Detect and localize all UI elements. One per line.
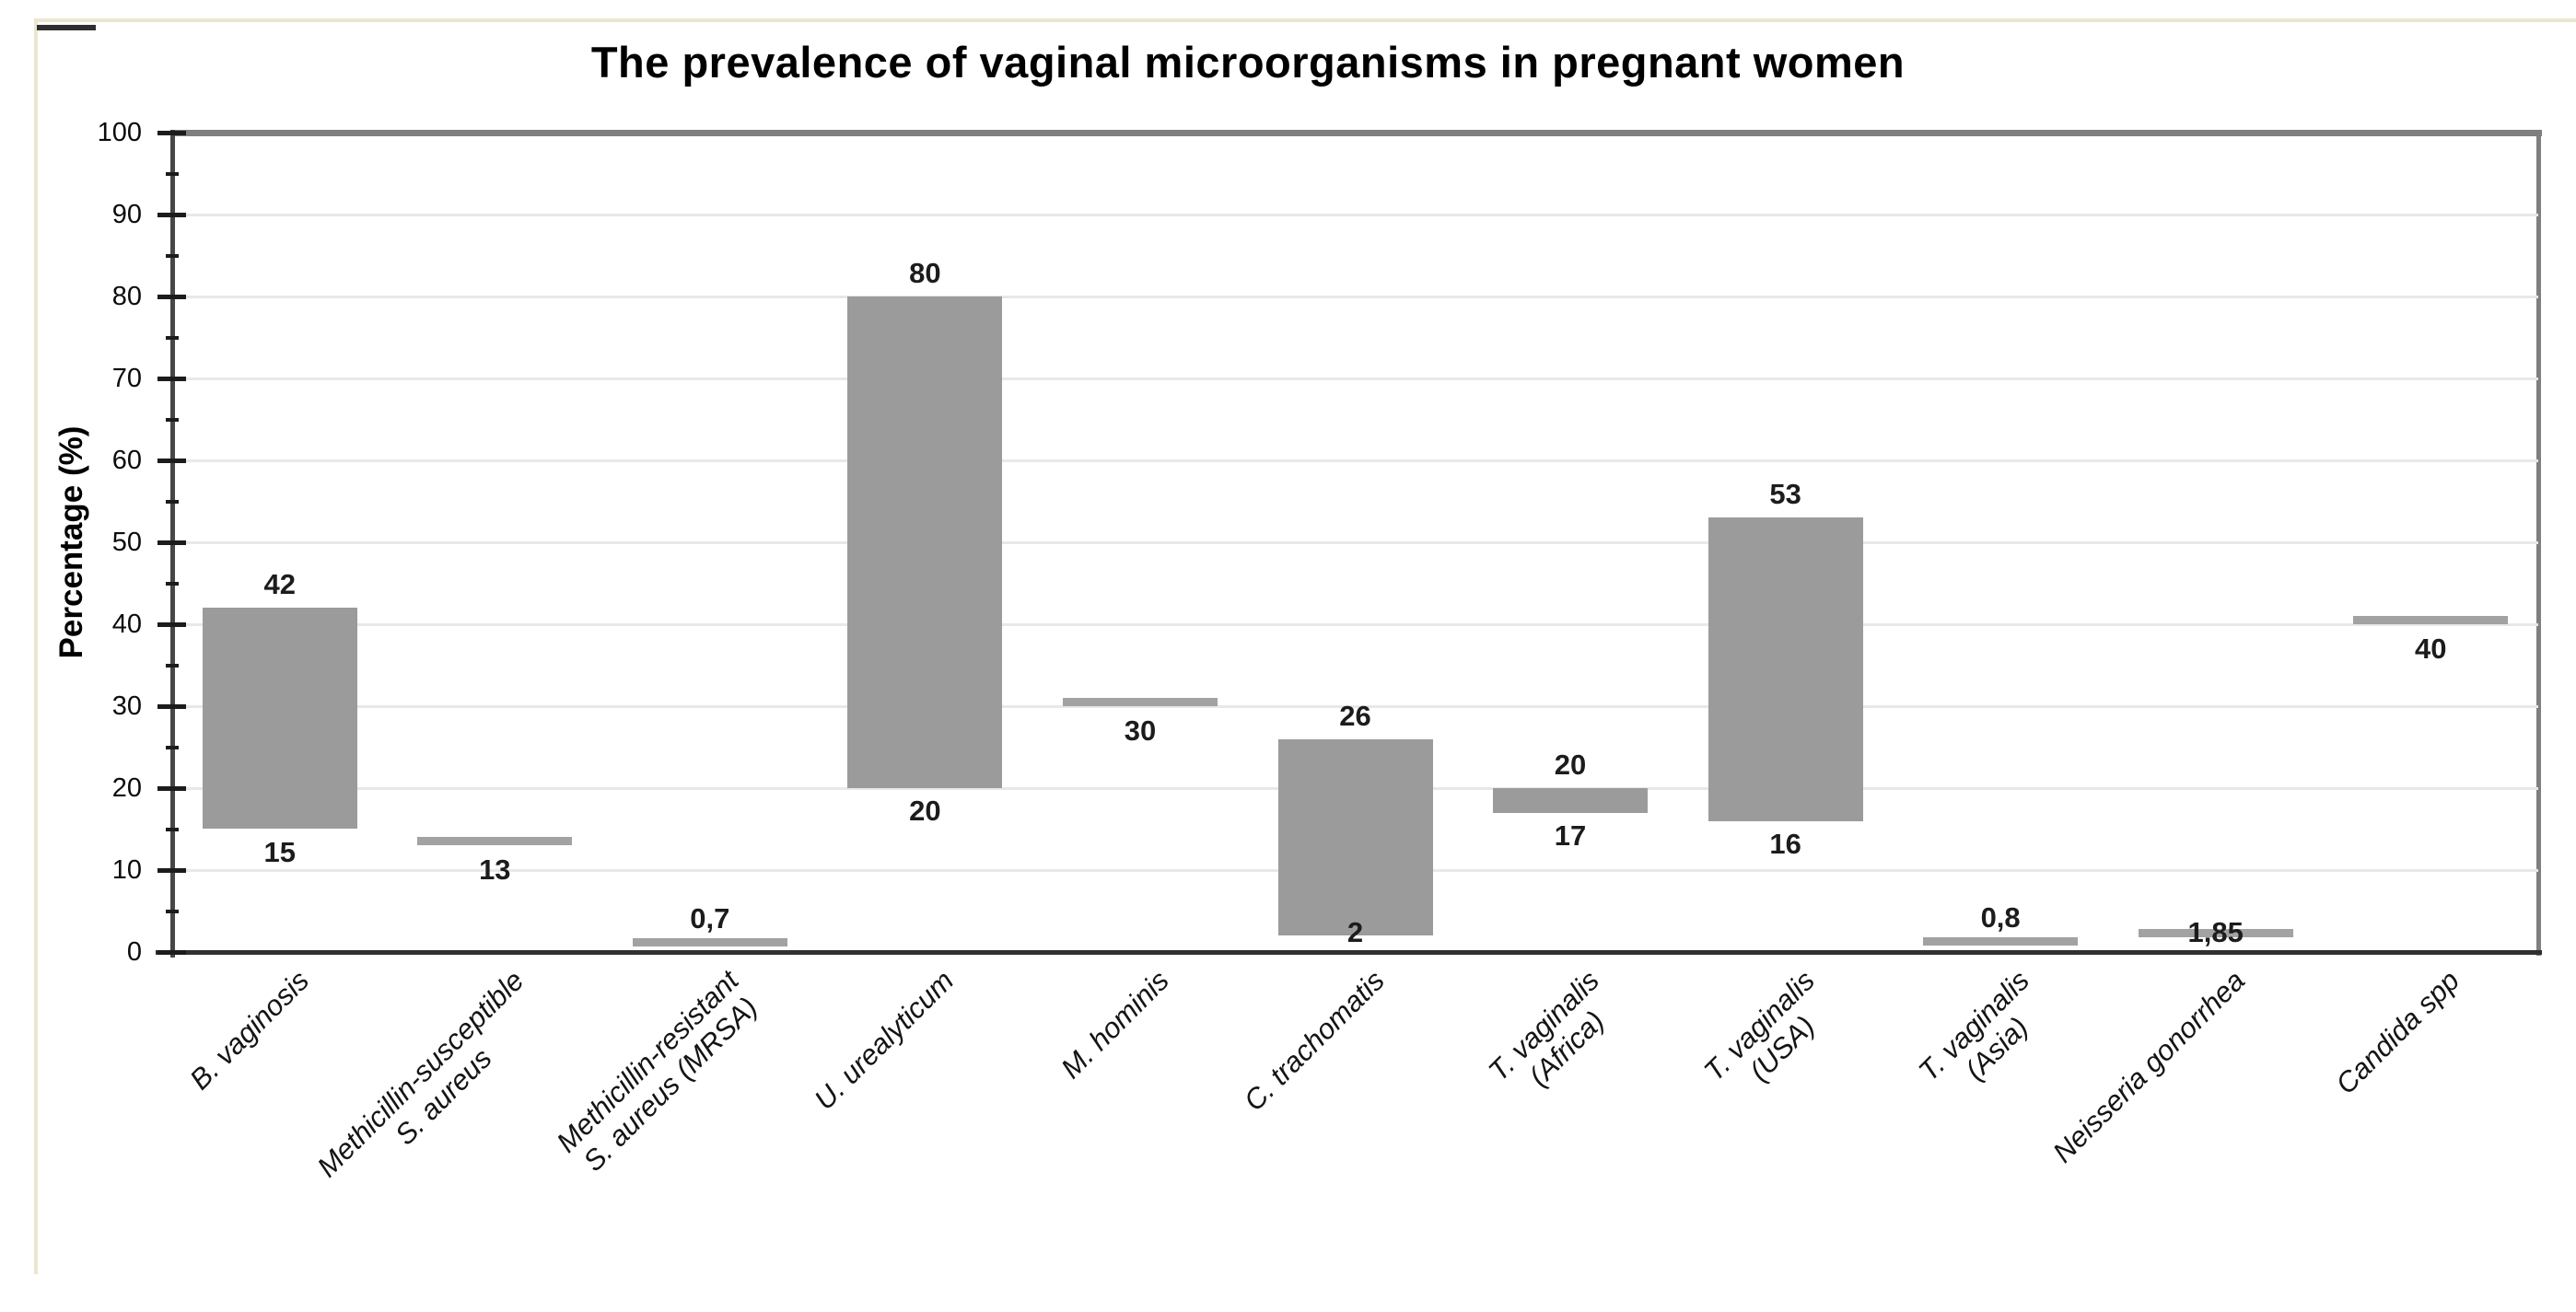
y-major-tick-20 (157, 786, 186, 791)
y-tick-label-20: 20 (111, 773, 142, 803)
page-frame-top-border (34, 18, 2576, 22)
x-category-label-7: T. vaginalis (Africa) (1482, 964, 1611, 1093)
x-category-label-10: Neisseria gonorrhea (2046, 964, 2251, 1169)
y-tick-label-40: 40 (111, 610, 142, 639)
max-value-label: 80 (909, 257, 941, 289)
plot-area: 0 10 20 30 40 50 60 70 80 90 100 42 15 13 0,7 80 20 30 26 2… (98, 118, 2542, 967)
y-tick-label-30: 30 (111, 691, 142, 721)
gridline-70 (172, 377, 2538, 380)
value-bar-11 (2353, 616, 2509, 624)
plot-border-right (2536, 130, 2541, 956)
y-minor-tick-35 (166, 663, 179, 668)
min-value-label: 15 (263, 835, 296, 868)
y-tick-label-100: 100 (97, 118, 142, 147)
y-minor-tick-75 (166, 335, 179, 340)
value-bar-10 (2138, 928, 2293, 937)
value-label: 1,85 (2187, 915, 2244, 948)
max-value-label: 42 (263, 568, 296, 601)
gridline-60 (172, 459, 2538, 462)
y-major-tick-80 (157, 295, 186, 299)
x-category-label-3: Methicillin-resistant S. aureus (MRSA) (550, 964, 764, 1178)
max-value-label: 53 (1769, 478, 1801, 511)
x-axis-line (156, 950, 2542, 955)
y-minor-tick-45 (166, 581, 179, 586)
value-bar-3 (632, 937, 787, 946)
y-major-tick-40 (157, 622, 186, 627)
min-value-label: 2 (1346, 916, 1364, 948)
y-major-tick-10 (157, 868, 186, 873)
value-bar-5 (1062, 698, 1218, 706)
min-value-label: 16 (1769, 827, 1801, 860)
y-minor-tick-65 (166, 417, 179, 422)
range-bar-6 (1277, 738, 1433, 936)
y-minor-tick-25 (166, 745, 179, 749)
y-tick-label-50: 50 (111, 528, 142, 557)
x-category-label-1: B. vaginosis (182, 964, 315, 1097)
page-frame-left-border (34, 18, 38, 1274)
value-label: 13 (479, 853, 511, 887)
y-minor-tick-85 (166, 253, 179, 258)
plot-border-top (170, 130, 2542, 136)
gridline-90 (172, 214, 2538, 216)
y-tick-label-10: 10 (111, 855, 142, 885)
x-category-label-2: Methicillin-susceptible S. aureus (310, 964, 530, 1184)
max-value-label: 20 (1554, 749, 1587, 781)
x-category-label-9: T. vaginalis (Asia) (1912, 964, 2036, 1087)
range-bar-1 (202, 608, 357, 830)
x-category-label-5: M. hominis (1055, 964, 1176, 1086)
range-bar-8 (1708, 517, 1863, 821)
gridline-40 (172, 623, 2538, 626)
y-major-tick-70 (157, 377, 186, 381)
value-label: 30 (1124, 714, 1157, 747)
y-major-tick-90 (157, 213, 186, 217)
y-major-tick-0 (157, 950, 186, 955)
x-category-label-4: U. urealyticum (808, 964, 961, 1117)
chart-title: The prevalence of vaginal microorganisms… (590, 38, 1906, 87)
max-value-label: 26 (1339, 699, 1371, 732)
y-major-tick-30 (157, 704, 186, 709)
y-tick-label-70: 70 (111, 364, 142, 393)
y-minor-tick-5 (166, 909, 179, 913)
y-minor-tick-15 (166, 827, 179, 831)
value-bar-9 (1923, 936, 2079, 946)
y-minor-tick-55 (166, 499, 179, 504)
y-tick-label-60: 60 (111, 446, 142, 475)
min-value-label: 17 (1554, 819, 1587, 852)
x-category-label-6: C. trachomatis (1237, 964, 1391, 1118)
y-tick-label-80: 80 (111, 282, 142, 311)
range-bar-4 (847, 296, 1003, 788)
gridline-30 (172, 705, 2538, 708)
value-label: 0,8 (1980, 900, 2021, 934)
y-tick-label-0: 0 (126, 937, 142, 967)
y-major-tick-100 (157, 131, 186, 135)
range-bar-7 (1493, 788, 1649, 813)
min-value-label: 20 (909, 795, 941, 827)
x-category-label-11: Candida spp (2329, 964, 2466, 1101)
y-major-tick-50 (157, 540, 186, 545)
gridline-50 (172, 541, 2538, 544)
y-minor-tick-95 (166, 171, 179, 176)
y-tick-label-90: 90 (111, 200, 142, 229)
value-label: 40 (2414, 633, 2447, 665)
value-label: 0,7 (690, 901, 730, 935)
value-bar-2 (417, 837, 573, 846)
top-left-dash-artifact (37, 25, 96, 30)
gridline-80 (172, 296, 2538, 298)
y-major-tick-60 (157, 459, 186, 463)
x-category-label-8: T. vaginalis (USA) (1697, 964, 1821, 1087)
